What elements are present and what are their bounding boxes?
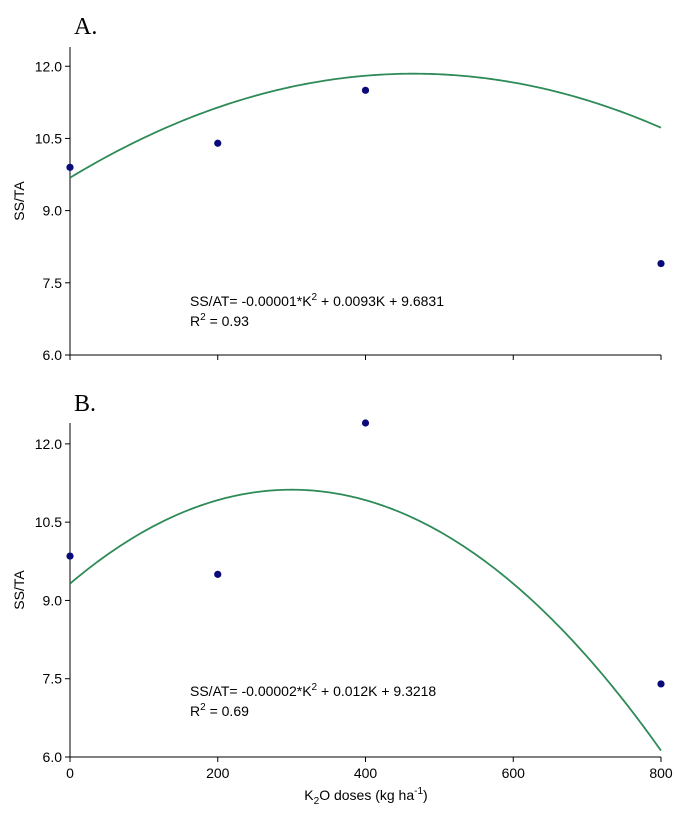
x-tick-label: 600: [502, 765, 526, 781]
data-point: [214, 570, 222, 578]
y-tick-label: 7.5: [43, 671, 63, 687]
x-axis-label: K2O doses (kg ha-1): [304, 786, 427, 807]
data-point: [66, 163, 74, 171]
panel-label: A.: [74, 14, 97, 40]
r2-part: = 0.93: [206, 313, 249, 329]
r2-superscript: 2: [200, 312, 206, 323]
r2-part: R: [190, 703, 200, 719]
chart-panel-a: A. 6.0 7.5 9.0 10.5 12.0 SS/TA SS/AT= -0.00001*…: [11, 14, 665, 363]
x-label-part: K: [304, 787, 314, 803]
x-label-superscript: -1: [414, 786, 423, 797]
x-tick-label: 800: [649, 765, 673, 781]
x-label-part: ): [423, 787, 428, 803]
r2-superscript: 2: [200, 702, 206, 713]
r2-part: = 0.69: [206, 703, 249, 719]
r-squared: R2 = 0.69: [190, 702, 249, 719]
y-tick-label: 6.0: [43, 749, 63, 765]
data-point: [657, 680, 665, 688]
equation-part: SS/AT= -0.00002*K: [190, 683, 312, 699]
equation-part: + 0.0093K + 9.6831: [317, 293, 444, 309]
data-point: [66, 552, 74, 560]
y-tick-label: 12.0: [35, 58, 62, 74]
r2-part: R: [190, 313, 200, 329]
regression-equation: SS/AT= -0.00002*K2 + 0.012K + 9.3218: [190, 682, 436, 699]
panel-label: B.: [74, 391, 96, 417]
data-point: [214, 139, 222, 147]
x-tick-label: 400: [354, 765, 378, 781]
r-squared: R2 = 0.93: [190, 312, 249, 329]
x-label-subscript: 2: [314, 796, 320, 807]
data-point: [657, 259, 665, 268]
y-axis-label: SS/TA: [11, 570, 27, 610]
y-tick-label: 9.0: [43, 203, 63, 219]
data-point: [361, 86, 370, 94]
chart-panel-b: B. 6.0 7.5 9.0 10.5 12.0 0 200 400 600 800 SS/TA SS/…: [11, 391, 673, 781]
x-tick-label: 200: [206, 765, 230, 781]
equation-superscript: 2: [312, 682, 318, 693]
y-tick-label: 12.0: [35, 436, 62, 452]
y-tick-label: 7.5: [43, 275, 63, 291]
equation-part: + 0.012K + 9.3218: [317, 683, 436, 699]
x-label-part: O doses (kg ha: [319, 787, 414, 803]
x-tick-label: 0: [66, 765, 74, 781]
y-axis-label: SS/TA: [11, 181, 27, 221]
y-tick-label: 6.0: [43, 347, 63, 363]
y-tick-label: 10.5: [35, 514, 62, 530]
equation-part: SS/AT= -0.00001*K: [190, 293, 312, 309]
fit-curve: [70, 488, 662, 752]
regression-equation: SS/AT= -0.00001*K2 + 0.0093K + 9.6831: [190, 292, 444, 309]
data-point: [361, 419, 370, 427]
equation-superscript: 2: [312, 292, 318, 303]
y-tick-label: 10.5: [35, 130, 62, 146]
fit-curve: [70, 72, 662, 179]
y-tick-label: 9.0: [43, 592, 63, 608]
